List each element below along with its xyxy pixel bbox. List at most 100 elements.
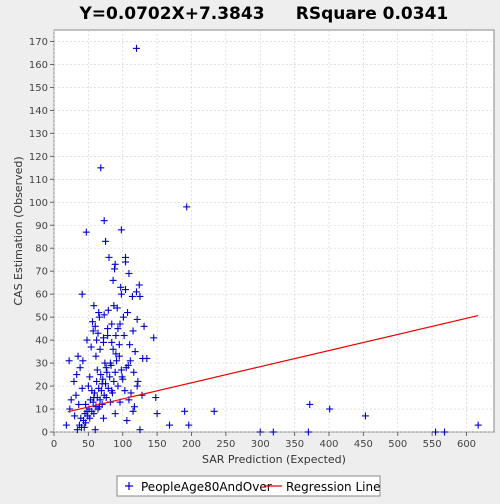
- grid-layer: [53, 30, 494, 433]
- data-point: [89, 318, 96, 326]
- data-point: [102, 364, 110, 372]
- y-tick-label: 20: [35, 382, 48, 393]
- data-point: [62, 421, 70, 429]
- data-point: [89, 398, 97, 406]
- y-tick-label: 70: [35, 267, 48, 278]
- data-point: [108, 338, 116, 346]
- regression-layer: [67, 314, 479, 413]
- data-point: [91, 322, 99, 330]
- legend-box: [116, 475, 381, 497]
- x-tick-label: 300: [251, 439, 270, 450]
- data-point: [103, 368, 111, 376]
- data-point: [83, 336, 91, 344]
- y-tick-label: 60: [35, 290, 48, 301]
- data-point: [108, 320, 116, 328]
- data-point: [100, 217, 108, 225]
- y-tick-label: 0: [42, 428, 48, 439]
- data-point: [86, 373, 94, 381]
- x-tick-label: 50: [82, 439, 95, 450]
- data-point: [97, 371, 105, 379]
- data-point: [96, 345, 104, 353]
- data-point: [78, 290, 86, 298]
- data-point: [135, 281, 143, 289]
- data-point: [121, 387, 129, 395]
- y-tick-label: 40: [35, 336, 48, 347]
- data-point: [86, 414, 94, 422]
- data-point: [75, 400, 83, 408]
- data-point: [111, 368, 119, 376]
- data-point: [474, 421, 482, 429]
- data-point: [105, 253, 113, 261]
- data-point: [117, 283, 125, 291]
- data-point: [112, 332, 120, 340]
- data-point: [166, 421, 173, 429]
- data-point: [111, 260, 119, 268]
- x-tick-label: 450: [354, 439, 373, 450]
- data-point: [82, 419, 90, 427]
- data-point: [82, 400, 90, 408]
- data-point: [133, 315, 141, 323]
- data-point: [113, 357, 121, 365]
- data-point: [185, 421, 193, 429]
- data-point: [73, 426, 81, 434]
- data-point: [116, 320, 124, 328]
- data-point: [95, 313, 103, 321]
- data-point: [84, 382, 92, 390]
- data-point: [432, 428, 440, 436]
- chart-title-rsquare: RSquare 0.0341: [296, 4, 449, 24]
- data-point: [124, 309, 132, 317]
- regression-line: [67, 314, 479, 413]
- data-point: [94, 329, 102, 337]
- data-point: [99, 375, 107, 383]
- data-point: [120, 332, 128, 340]
- data-point: [70, 377, 78, 385]
- data-point: [108, 389, 116, 397]
- data-point: [91, 426, 99, 434]
- data-point: [125, 269, 133, 277]
- data-point: [92, 352, 100, 360]
- y-tick-label: 110: [29, 175, 48, 186]
- x-tick-label: 100: [113, 439, 132, 450]
- legend-points-icon: [125, 482, 133, 490]
- y-tick-label: 10: [35, 405, 48, 416]
- x-tick-label: 500: [388, 439, 407, 450]
- data-point: [91, 389, 99, 397]
- data-point: [130, 368, 138, 376]
- data-point: [100, 414, 107, 422]
- chart-title-equation: Y=0.0702X+7.3843: [78, 4, 264, 24]
- data-point: [82, 228, 90, 236]
- data-point: [122, 364, 130, 372]
- x-tick-label: 350: [285, 439, 304, 450]
- data-point: [106, 373, 114, 381]
- y-axis-label: CAS Estimation (Observed): [12, 156, 25, 305]
- data-point: [97, 387, 105, 395]
- data-point: [152, 394, 160, 402]
- data-point: [95, 309, 103, 317]
- data-point: [112, 350, 120, 358]
- data-point: [304, 428, 312, 436]
- data-point: [136, 426, 144, 434]
- x-tick-label: 150: [148, 439, 167, 450]
- data-point: [115, 341, 123, 349]
- data-point: [102, 380, 110, 388]
- y-tick-label: 130: [29, 129, 48, 140]
- data-point: [97, 164, 105, 172]
- data-point: [306, 400, 314, 408]
- y-tick-label: 150: [29, 83, 48, 94]
- data-point: [102, 394, 110, 402]
- data-point: [104, 306, 112, 314]
- x-tick-label: 250: [216, 439, 235, 450]
- data-point: [122, 286, 129, 294]
- y-tick-label: 50: [35, 313, 48, 324]
- data-point: [210, 407, 218, 415]
- data-point: [71, 412, 79, 420]
- data-point: [126, 341, 134, 349]
- x-tick-label: 400: [319, 439, 338, 450]
- data-point: [102, 237, 110, 245]
- data-point: [104, 325, 112, 333]
- y-tick-label: 80: [35, 244, 48, 255]
- x-tick-label: 600: [457, 439, 476, 450]
- data-point: [326, 405, 334, 413]
- data-point: [119, 313, 127, 321]
